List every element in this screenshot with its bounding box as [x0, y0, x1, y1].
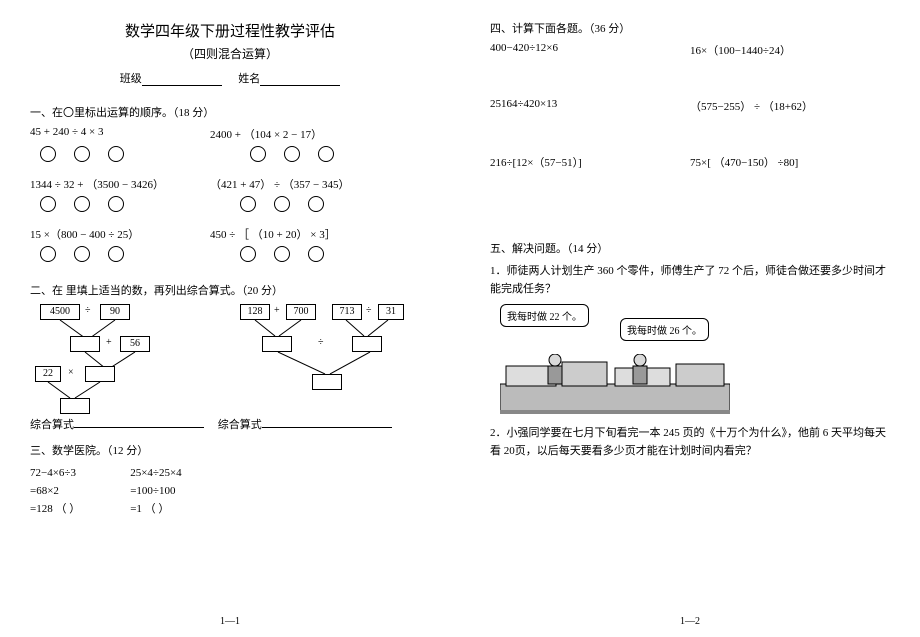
illustration: 我每时做 22 个。 我每时做 26 个。 — [490, 304, 750, 414]
doc-subtitle: （四则混合运算） — [30, 45, 430, 62]
op: ÷ — [366, 305, 372, 316]
tree-lines — [336, 320, 406, 336]
s3-r1: 25×4÷25×4 — [130, 464, 181, 482]
op: + — [274, 305, 280, 316]
op: × — [68, 367, 74, 378]
name-label: 姓名 — [238, 73, 260, 85]
s2-heading: 二、在 里填上适当的数，再列出综合算式。（20 分） — [30, 282, 430, 298]
s3-l1: 72−4×6÷3 — [30, 464, 80, 482]
s4-grid: 400−420÷12×6 16×（100−1440÷24） 25164÷420×… — [490, 42, 890, 210]
tbox-empty — [60, 398, 90, 414]
circles — [240, 196, 390, 212]
circles — [40, 146, 210, 162]
s1-r1-l: 45 + 240 ÷ 4 × 3 — [30, 126, 210, 142]
tree-left: 4500 ÷ 90 + 56 22 × — [30, 304, 210, 414]
circles — [250, 146, 390, 162]
s1-r2-l: 1344 ÷ 32 + （3500 − 3426） — [30, 176, 210, 192]
s3-body: 72−4×6÷3 =68×2 =128 （ ） 25×4÷25×4 =100÷1… — [30, 464, 430, 518]
s3-left: 72−4×6÷3 =68×2 =128 （ ） — [30, 464, 80, 518]
s1-r1-r: 2400 + （104 × 2 − 17） — [210, 126, 390, 142]
machine-illustration — [500, 354, 730, 414]
page-right: 四、计算下面各题。（36 分） 400−420÷12×6 16×（100−144… — [460, 0, 920, 637]
op: + — [106, 337, 112, 348]
s1-body: 45 + 240 ÷ 4 × 32400 + （104 × 2 − 17） 13… — [30, 126, 430, 272]
s3-right: 25×4÷25×4 =100÷100 =1 （ ） — [130, 464, 181, 518]
s3-l3: =128 （ ） — [30, 500, 80, 518]
speech-bubble-1: 我每时做 22 个。 — [500, 304, 589, 327]
tree-lines — [245, 320, 320, 336]
s2-trees: 4500 ÷ 90 + 56 22 × 128 + 700 713 ÷ 31 ÷ — [30, 304, 430, 414]
s4-i5: 216÷[12×（57−51）] — [490, 154, 690, 210]
tbox: 22 — [35, 366, 61, 382]
s4-i2: 16×（100−1440÷24） — [690, 42, 890, 98]
s3-r3: =1 （ ） — [130, 500, 181, 518]
tree-lines — [270, 352, 385, 374]
name-line: 班级 姓名 — [30, 70, 430, 86]
page-left: 数学四年级下册过程性教学评估 （四则混合运算） 班级 姓名 一、在〇里标出运算的… — [0, 0, 460, 637]
s4-i1: 400−420÷12×6 — [490, 42, 690, 98]
s3-heading: 三、数学医院。（12 分） — [30, 442, 430, 458]
name-blank — [260, 74, 340, 86]
comp-blank — [262, 416, 392, 428]
s4-i3: 25164÷420×13 — [490, 98, 690, 154]
tbox-empty — [85, 366, 115, 382]
class-label: 班级 — [120, 73, 142, 85]
tbox-empty — [262, 336, 292, 352]
page-number-2: 1—2 — [460, 616, 920, 627]
tbox: 128 — [240, 304, 270, 320]
doc-title: 数学四年级下册过程性教学评估 — [30, 20, 430, 41]
s1-r3-l: 15 ×（800 − 400 ÷ 25） — [30, 226, 210, 242]
s1-heading: 一、在〇里标出运算的顺序。（18 分） — [30, 104, 430, 120]
tree-lines — [40, 382, 115, 398]
circles — [40, 196, 210, 212]
tbox: 90 — [100, 304, 130, 320]
s3-r2: =100÷100 — [130, 482, 181, 500]
s5-heading: 五、解决问题。（14 分） — [490, 240, 890, 256]
tbox-empty — [352, 336, 382, 352]
comp-blank — [74, 416, 204, 428]
s1-r2-r: （421 + 47） ÷ （357 − 345） — [210, 176, 390, 192]
speech-bubble-2: 我每时做 26 个。 — [620, 318, 709, 341]
tbox-empty — [312, 374, 342, 390]
comp-label: 综合算式 — [30, 419, 74, 431]
page-number-1: 1—1 — [0, 616, 460, 627]
circles — [40, 246, 210, 262]
op: ÷ — [85, 305, 91, 316]
s5-q2: 2．小强同学要在七月下旬看完一本 245 页的《十万个为什么》，他前 6 天平均… — [490, 424, 890, 460]
s4-i4: （575−255） ÷ （18+62） — [690, 98, 890, 154]
tbox: 700 — [286, 304, 316, 320]
s4-i6: 75×[ （470−150） ÷80] — [690, 154, 890, 210]
tbox-empty — [70, 336, 100, 352]
tbox: 31 — [378, 304, 404, 320]
circles — [240, 246, 390, 262]
tree-right: 128 + 700 713 ÷ 31 ÷ — [240, 304, 420, 414]
class-blank — [142, 74, 222, 86]
s3-l2: =68×2 — [30, 482, 80, 500]
s5-q1: 1．师徒两人计划生产 360 个零件，师傅生产了 72 个后，师徒合做还要多少时… — [490, 262, 890, 298]
tbox: 713 — [332, 304, 362, 320]
tbox: 4500 — [40, 304, 80, 320]
op: ÷ — [318, 337, 324, 348]
comp-label: 综合算式 — [218, 419, 262, 431]
tbox: 56 — [120, 336, 150, 352]
s4-heading: 四、计算下面各题。（36 分） — [490, 20, 890, 36]
s2-heading-text: 二、在 里填上适当的数，再列出综合算式。（20 分） — [30, 285, 283, 297]
comp-row: 综合算式 综合算式 — [30, 416, 430, 432]
s1-r3-r: 450 ÷ ［ （10 + 20） × 3］ — [210, 226, 390, 242]
